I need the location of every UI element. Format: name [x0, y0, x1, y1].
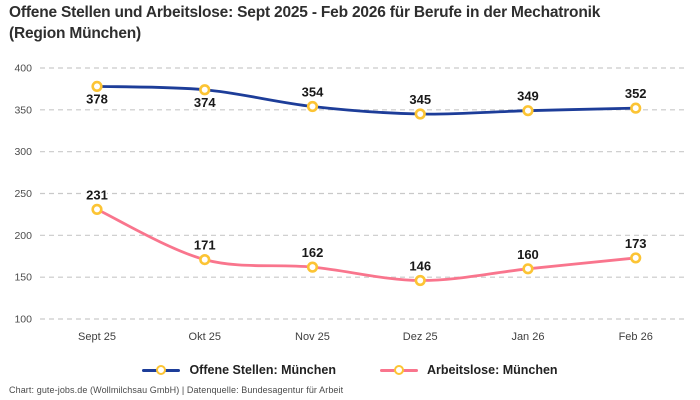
data-point-marker	[630, 102, 642, 114]
x-tick-label: Sept 25	[78, 331, 116, 343]
attribution-footer: Chart: gute-jobs.de (Wollmilchsau GmbH) …	[9, 385, 344, 395]
legend-item-arbeitslose: Arbeitslose: München	[379, 363, 558, 377]
data-point-marker	[306, 100, 319, 113]
data-point-label: 162	[302, 245, 324, 260]
data-point-marker	[199, 253, 211, 266]
data-point-label: 231	[86, 187, 108, 202]
data-point-label: 378	[86, 91, 108, 106]
data-point-marker	[306, 261, 319, 273]
legend-marker-icon	[393, 365, 404, 375]
line-path	[95, 85, 638, 116]
series-markers	[91, 203, 642, 287]
legend-line-swatch-pink	[379, 365, 418, 375]
x-tick-label: Okt 25	[189, 331, 221, 343]
gridlines	[40, 67, 688, 320]
y-tick-label: 400	[14, 63, 32, 75]
x-tick-label: Nov 25	[295, 331, 330, 343]
y-tick-label: 100	[14, 314, 32, 326]
x-axis-tick-labels: Sept 25 Okt 25 Nov 25 Dez 25 Jan 26 Feb 26	[78, 331, 653, 343]
data-point-label: 349	[517, 89, 539, 104]
data-point-marker	[414, 108, 426, 120]
data-point-label: 146	[409, 259, 431, 274]
x-tick-label: Feb 26	[619, 331, 653, 343]
data-point-label: 374	[194, 95, 216, 110]
legend-label: Offene Stellen: München	[189, 363, 336, 377]
y-tick-label: 150	[14, 272, 32, 284]
y-tick-label: 200	[14, 230, 32, 242]
legend-marker-icon	[156, 365, 167, 375]
data-point-marker	[522, 263, 534, 275]
data-point-label: 352	[625, 86, 647, 101]
series-value-labels: 231 171 162 146 160 173	[85, 186, 648, 275]
series-value-labels: 378 374 354 345 349 352	[85, 83, 648, 111]
y-tick-label: 300	[14, 146, 32, 158]
series-line	[95, 207, 638, 282]
data-point-label: 171	[194, 238, 216, 253]
y-tick-label: 350	[14, 104, 32, 116]
data-point-label: 345	[409, 92, 431, 107]
legend: Offene Stellen: München Arbeitslose: Mün…	[0, 360, 700, 380]
data-point-label: 354	[302, 84, 324, 99]
legend-label: Arbeitslose: München	[426, 363, 558, 377]
legend-line-swatch-blue	[142, 365, 181, 375]
x-tick-label: Dez 25	[403, 331, 438, 343]
series-markers	[91, 80, 642, 120]
data-point-marker	[199, 84, 211, 96]
y-tick-label: 250	[14, 188, 32, 200]
data-point-marker	[522, 105, 534, 117]
legend-item-offene-stellen: Offene Stellen: München	[142, 363, 336, 377]
data-point-label: 173	[625, 236, 647, 251]
data-point-marker	[91, 203, 103, 215]
series-line	[95, 85, 638, 116]
data-point-marker	[91, 80, 103, 93]
y-axis-tick-labels: 100 150 200 250 300 350 400	[14, 63, 32, 326]
x-tick-label: Jan 26	[511, 331, 544, 343]
data-point-marker	[414, 274, 426, 287]
data-point-label: 160	[517, 247, 539, 262]
line-path	[95, 207, 638, 282]
chart-title: Offene Stellen und Arbeitslose: Sept 202…	[9, 4, 601, 42]
data-point-marker	[630, 252, 642, 264]
